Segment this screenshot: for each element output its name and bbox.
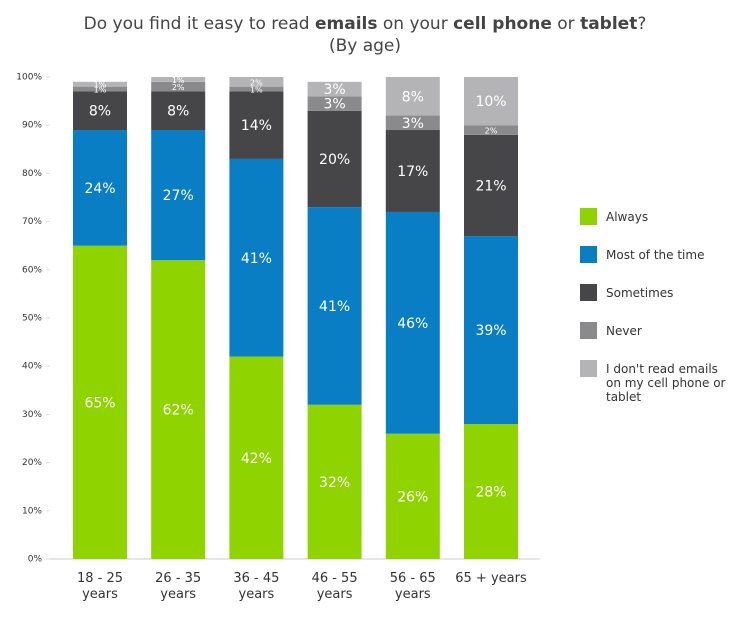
bar-segment [229, 91, 284, 159]
value-label: 3% [402, 116, 424, 132]
value-label: 2% [485, 127, 498, 136]
bar-segment [73, 86, 127, 92]
value-label: 3% [323, 97, 345, 113]
bar-segment [229, 356, 284, 559]
value-label: 17% [397, 164, 428, 180]
bar-segment [73, 81, 127, 87]
value-label: 8% [89, 104, 111, 120]
y-tick-label: 30% [22, 410, 42, 420]
bar-segment [464, 77, 518, 126]
x-tick-label: 26 - 35 years [155, 571, 202, 602]
bar-segment [151, 260, 206, 559]
legend-label: Never [606, 324, 642, 338]
bar-segment [307, 96, 362, 111]
value-label: 27% [163, 188, 194, 204]
bar-segment [229, 77, 284, 87]
value-label: 62% [163, 403, 194, 419]
bar-segment [307, 110, 362, 208]
value-label: 26% [397, 489, 428, 505]
bar-segment [464, 134, 518, 237]
bar-segment [307, 404, 362, 559]
value-label: 46% [397, 316, 428, 332]
legend-swatch [580, 322, 597, 339]
bar-segment [151, 81, 206, 92]
chart-subtitle: (By age) [329, 36, 401, 56]
y-tick-label: 10% [22, 506, 42, 516]
value-label: 3% [323, 82, 345, 98]
value-label: 20% [319, 152, 350, 168]
title-part: Do you find it easy to read [84, 14, 315, 34]
y-tick-label: 40% [22, 362, 42, 372]
x-tick-label: 56 - 65 years [389, 571, 436, 602]
title-part: on your [377, 14, 453, 34]
bar-segment [464, 424, 518, 559]
legend-label: I don't read emails on my cell phone or … [606, 362, 726, 404]
bar-segment [464, 125, 518, 135]
value-label: 24% [84, 181, 115, 197]
legend-swatch [580, 360, 597, 377]
bar-segment [151, 77, 206, 82]
value-label: 10% [475, 94, 506, 110]
bar-segment [73, 130, 127, 246]
value-label: 2% [172, 83, 185, 92]
value-label: 14% [241, 118, 272, 134]
x-tick-label: 46 - 55 years [311, 571, 358, 602]
bar-segment [229, 158, 284, 357]
bar-segment [307, 207, 362, 405]
y-tick-label: 20% [22, 458, 42, 468]
value-label: 8% [167, 104, 189, 120]
title-part: tablet [580, 14, 637, 34]
title-part: or [552, 14, 580, 34]
y-tick-label: 100% [16, 73, 42, 83]
title-part: cell phone [453, 14, 552, 34]
bar-segment [73, 91, 127, 131]
bar-segment [385, 211, 440, 434]
legend-swatch [580, 284, 597, 301]
value-label: 42% [241, 451, 272, 467]
y-tick-label: 60% [22, 265, 42, 275]
value-label: 1% [94, 86, 107, 95]
bar-segment [385, 433, 440, 559]
bar-segment [464, 236, 518, 425]
value-label: 1% [94, 81, 107, 90]
title-part: ? [637, 14, 646, 34]
value-label: 1% [172, 76, 185, 85]
x-tick-label: 18 - 25 years [76, 571, 124, 602]
bar-segment [385, 130, 440, 212]
bar-segment [151, 130, 206, 261]
y-tick-label: 50% [22, 314, 42, 324]
value-label: 65% [84, 395, 115, 411]
value-label: 39% [475, 323, 506, 339]
title-part: emails [315, 14, 378, 34]
y-tick-label: 90% [22, 121, 42, 131]
legend-label: Most of the time [606, 248, 705, 262]
bar-segment [307, 81, 362, 97]
x-tick-label: 36 - 45 years [233, 571, 280, 602]
value-label: 41% [319, 299, 350, 315]
bar-segment [151, 91, 206, 131]
bar-segment [385, 115, 440, 131]
bar-segment [229, 86, 284, 92]
value-label: 1% [250, 86, 263, 95]
legend-swatch [580, 246, 597, 263]
value-label: 2% [250, 78, 263, 87]
x-tick-label: 65 + years [455, 571, 527, 586]
value-label: 28% [475, 485, 506, 501]
bar-segment [385, 77, 440, 116]
y-tick-label: 80% [22, 169, 42, 179]
value-label: 41% [241, 251, 272, 267]
value-label: 32% [319, 475, 350, 491]
legend-swatch [580, 208, 597, 225]
y-tick-label: 0% [28, 555, 43, 565]
y-tick-label: 70% [22, 217, 42, 227]
value-label: 8% [402, 89, 424, 105]
bar-segment [73, 245, 127, 559]
value-label: 21% [475, 178, 506, 194]
legend-label: Sometimes [606, 286, 674, 300]
chart-title: Do you find it easy to read emails on yo… [84, 14, 647, 34]
legend-label: Always [606, 210, 649, 224]
